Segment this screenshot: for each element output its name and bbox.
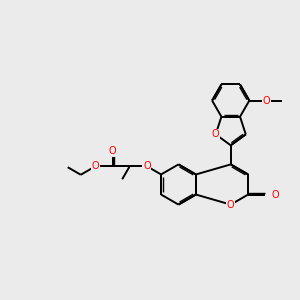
Text: O: O (271, 190, 279, 200)
Text: O: O (109, 146, 116, 156)
Text: O: O (212, 129, 220, 140)
Text: O: O (262, 96, 270, 106)
Text: O: O (227, 200, 235, 210)
Text: O: O (92, 161, 99, 171)
Text: O: O (143, 161, 151, 171)
